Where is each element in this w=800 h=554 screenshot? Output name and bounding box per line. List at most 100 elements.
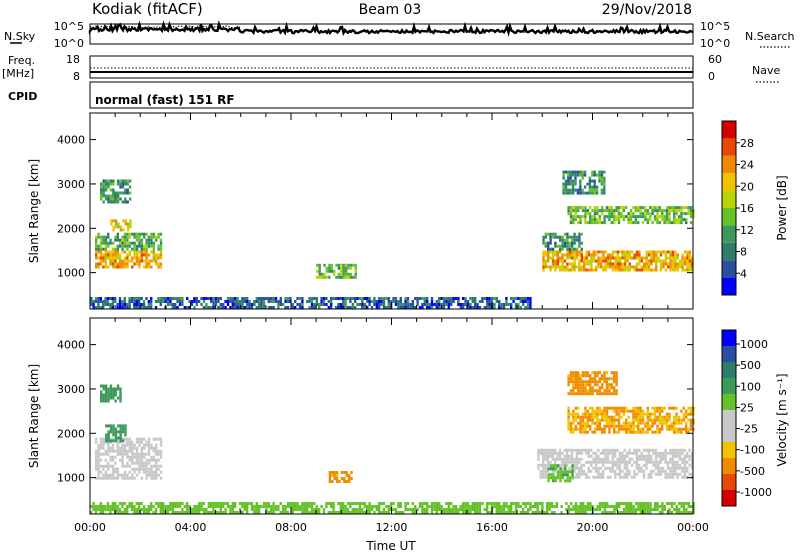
data-cell — [639, 508, 642, 511]
data-cell — [483, 297, 486, 300]
data-cell — [632, 409, 635, 413]
data-cell — [588, 185, 592, 189]
data-cell — [681, 475, 684, 479]
data-cell — [686, 262, 689, 266]
data-cell — [572, 427, 575, 431]
data-cell — [631, 250, 634, 254]
data-cell — [328, 266, 331, 270]
data-cell — [452, 508, 455, 511]
data-cell — [632, 511, 635, 514]
data-cell — [613, 386, 616, 390]
data-cell — [590, 268, 593, 272]
data-cell — [670, 502, 674, 505]
data-cell — [691, 262, 694, 266]
data-cell — [181, 508, 184, 511]
velocity-data-cells — [90, 371, 695, 514]
data-cell — [664, 256, 667, 260]
data-cell — [677, 418, 681, 422]
data-cell — [653, 421, 657, 425]
data-cell — [332, 297, 335, 300]
data-cell — [303, 502, 306, 505]
data-cell — [656, 430, 659, 434]
data-cell — [138, 464, 141, 468]
data-cell — [123, 470, 127, 474]
data-cell — [646, 508, 650, 511]
data-cell — [524, 300, 527, 303]
data-cell — [104, 256, 107, 260]
data-cell — [315, 303, 318, 306]
data-cell — [651, 424, 654, 428]
data-cell — [464, 502, 467, 505]
data-cell — [554, 479, 557, 483]
data-cell — [593, 427, 597, 431]
data-cell — [466, 306, 470, 309]
data-cell — [639, 421, 642, 425]
data-cell — [135, 256, 139, 260]
data-cell — [591, 218, 594, 222]
x-tick-label: 04:00 — [175, 521, 207, 534]
data-cell — [342, 505, 345, 508]
power-x-ticks — [89, 113, 694, 309]
data-cell — [589, 206, 592, 210]
data-cell — [615, 206, 618, 210]
data-cell — [131, 461, 134, 465]
data-cell — [423, 502, 426, 505]
data-cell — [659, 250, 663, 254]
data-cell — [234, 297, 237, 300]
data-cell — [611, 460, 614, 464]
data-cell — [574, 386, 577, 390]
data-cell — [450, 297, 453, 300]
data-cell — [277, 505, 280, 508]
data-cell — [286, 297, 290, 300]
data-cell — [590, 463, 593, 467]
data-cell — [670, 427, 673, 431]
data-cell — [152, 446, 155, 450]
data-cell — [123, 476, 127, 480]
data-cell — [399, 297, 402, 300]
data-cell — [428, 505, 431, 508]
data-cell — [112, 439, 115, 443]
data-cell — [464, 303, 467, 306]
data-cell — [559, 256, 562, 260]
data-cell — [111, 443, 115, 447]
data-cell — [564, 473, 567, 477]
data-cell — [510, 297, 513, 300]
data-cell — [581, 415, 585, 419]
data-cell — [126, 437, 129, 441]
data-cell — [675, 406, 678, 410]
data-cell — [617, 430, 621, 434]
data-cell — [382, 511, 386, 514]
data-cell — [581, 421, 585, 425]
data-cell — [602, 265, 605, 269]
data-cell — [471, 508, 474, 511]
data-cell — [626, 268, 629, 272]
data-cell — [313, 303, 316, 306]
data-cell — [375, 505, 378, 508]
data-cell — [650, 268, 653, 272]
data-cell — [387, 300, 390, 303]
data-cell — [272, 502, 275, 505]
data-cell — [542, 250, 545, 254]
data-cell — [688, 250, 691, 254]
data-cell — [572, 508, 575, 511]
data-cell — [581, 170, 584, 174]
data-cell — [102, 265, 105, 269]
data-cell — [571, 179, 575, 183]
data-cell — [566, 476, 569, 480]
data-cell — [343, 477, 346, 480]
data-cell — [124, 197, 127, 201]
data-cell — [159, 238, 163, 242]
data-cell — [186, 502, 189, 505]
data-cell — [133, 446, 136, 450]
data-cell — [686, 451, 689, 455]
data-cell — [430, 306, 434, 309]
data-cell — [128, 449, 131, 453]
data-cell — [202, 306, 206, 309]
data-cell — [583, 265, 586, 269]
data-cell — [559, 247, 562, 251]
data-cell — [399, 300, 402, 303]
data-cell — [104, 241, 107, 245]
data-cell — [140, 253, 143, 257]
data-cell — [584, 383, 587, 387]
